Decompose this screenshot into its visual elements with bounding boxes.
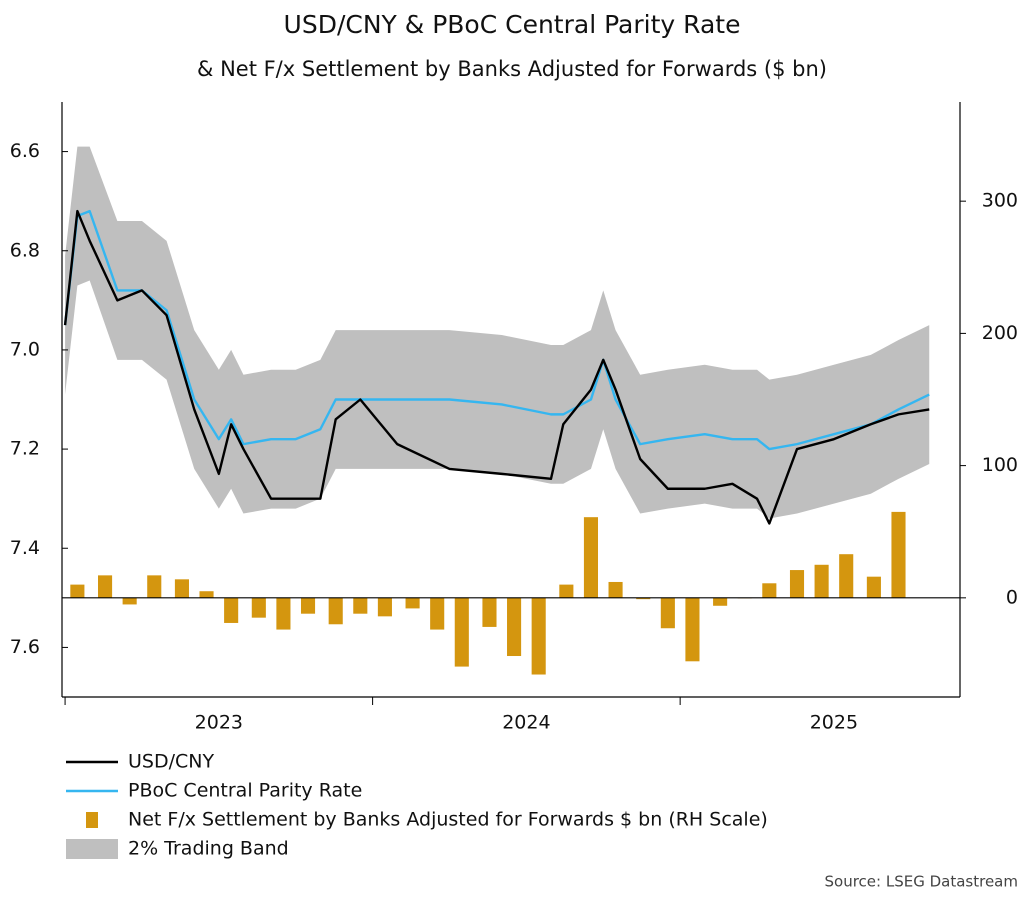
bar — [685, 597, 700, 662]
y2-tick-label: 300 — [982, 190, 1018, 212]
bar — [377, 597, 392, 617]
y-tick-label: 7.0 — [10, 338, 40, 360]
bar — [224, 597, 239, 623]
bar — [608, 581, 623, 598]
x-tick-label: 2024 — [502, 712, 550, 734]
bar — [430, 597, 445, 630]
bar — [353, 597, 368, 614]
bar — [174, 579, 189, 598]
y-tick-label: 6.8 — [10, 239, 40, 261]
legend-label: 2% Trading Band — [128, 838, 289, 860]
y2-tick-label: 200 — [982, 322, 1018, 344]
bar — [482, 597, 497, 627]
y-tick-label: 7.4 — [10, 537, 40, 559]
line — [63, 209, 930, 525]
bar — [328, 597, 343, 625]
source-note: Source: LSEG Datastream — [825, 873, 1018, 891]
legend-label: PBoC Central Parity Rate — [128, 780, 362, 802]
x-tick-label: 2023 — [195, 712, 243, 734]
bar — [583, 517, 599, 598]
bar — [199, 591, 214, 598]
bar — [98, 575, 113, 598]
x-tick-label: 2025 — [810, 712, 858, 734]
bar — [531, 597, 546, 675]
bar — [507, 597, 522, 657]
bar — [70, 584, 85, 598]
line — [63, 209, 930, 451]
chart-title: USD/CNY & PBoC Central Parity Rate — [284, 10, 741, 39]
y-tick-label: 6.6 — [10, 140, 40, 162]
bar — [405, 597, 420, 609]
bar — [660, 597, 675, 629]
y-tick-label: 7.2 — [10, 438, 40, 460]
bar — [762, 583, 777, 598]
y2-tick-label: 0 — [1006, 586, 1018, 608]
bar — [122, 597, 137, 605]
legend-swatch — [86, 812, 98, 828]
bar — [891, 511, 906, 598]
bar — [251, 597, 266, 618]
legend-swatch — [66, 839, 118, 859]
y-tick-label: 7.6 — [10, 636, 40, 658]
y2-tick-label: 100 — [982, 454, 1018, 476]
bar — [300, 597, 316, 614]
bar — [147, 575, 162, 598]
bar — [559, 584, 574, 598]
bar — [839, 554, 854, 598]
legend-label: Net F/x Settlement by Banks Adjusted for… — [128, 809, 768, 831]
bar — [276, 597, 291, 630]
bar — [636, 597, 651, 600]
trading-band — [65, 146, 930, 519]
legend-label: USD/CNY — [128, 751, 214, 773]
bar — [814, 564, 829, 598]
bar — [866, 576, 881, 598]
bar — [789, 570, 805, 598]
bar — [454, 597, 469, 667]
bar — [713, 597, 728, 606]
chart-subtitle: & Net F/x Settlement by Banks Adjusted f… — [197, 57, 827, 81]
